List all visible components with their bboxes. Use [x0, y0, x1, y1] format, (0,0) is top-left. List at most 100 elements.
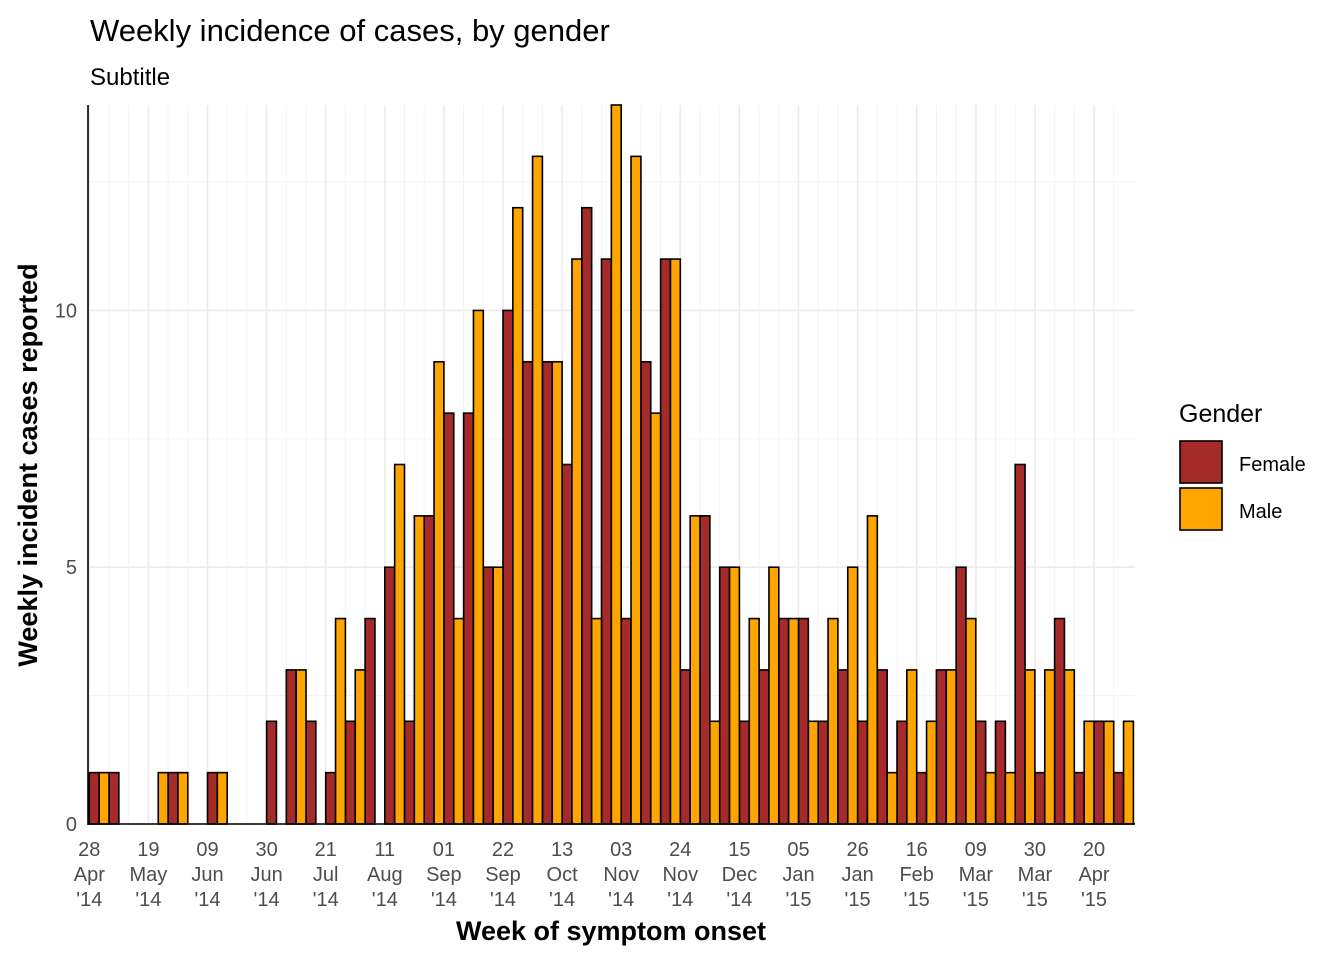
- bar-male-2014-10-27: [610, 104, 622, 825]
- bar-female-2015-01-19: [837, 669, 849, 825]
- bar-female-2015-01-05: [797, 617, 810, 825]
- bar-female-2014-10-13: [561, 463, 573, 825]
- bar-female-2015-04-13: [1073, 771, 1085, 825]
- bar-female-2014-08-11: [383, 566, 396, 825]
- bar-male-2014-04-28: [98, 771, 110, 825]
- bar-female-2015-03-30: [1034, 771, 1046, 825]
- bar-male-2015-04-13: [1083, 720, 1095, 825]
- bar-male-2014-09-29: [531, 155, 544, 825]
- legend: Gender Female Male: [1179, 400, 1306, 531]
- x-tick-label: 20 Apr '15: [1078, 839, 1109, 911]
- bar-female-2014-10-27: [600, 258, 613, 825]
- bar-female-2015-02-09: [896, 720, 908, 825]
- bar-male-2014-12-15: [748, 617, 760, 825]
- bar-female-2015-02-02: [876, 669, 888, 825]
- bar-male-2015-04-06: [1063, 669, 1076, 825]
- bar-female-2015-01-26: [856, 720, 869, 825]
- bar-male-2014-11-17: [669, 258, 682, 825]
- bar-male-2014-09-22: [512, 206, 524, 825]
- bar-female-2014-09-22: [502, 309, 514, 825]
- bar-male-2015-02-16: [925, 720, 938, 825]
- bar-male-2014-07-28: [354, 669, 366, 825]
- legend-title: Gender: [1179, 400, 1262, 428]
- bar-male-2015-02-23: [945, 669, 957, 825]
- bar-male-2015-01-26: [866, 515, 879, 825]
- x-tick-label: 19 May '14: [130, 839, 168, 911]
- bar-male-2014-05-26: [177, 771, 189, 825]
- bar-male-2014-11-10: [649, 412, 662, 825]
- x-tick-label: 15 Dec '14: [722, 839, 758, 911]
- x-tick-label: 30 Jun '14: [250, 839, 282, 911]
- bar-male-2014-10-13: [571, 258, 583, 825]
- bar-female-2014-06-09: [206, 771, 219, 825]
- bar-male-2015-03-16: [1004, 771, 1016, 825]
- bar-female-2014-11-17: [659, 258, 672, 825]
- bar-male-2015-03-09: [984, 771, 997, 825]
- bar-female-2014-11-24: [679, 669, 691, 825]
- legend-label-male: Male: [1239, 501, 1282, 523]
- x-tick-labels: 28 Apr '14 19 May '14 09 Jun '14 30 Jun '14 21 Jul '14…: [74, 839, 1110, 911]
- x-tick-label: 26 Jan '15: [841, 839, 873, 911]
- x-tick-label: 03 Nov '14: [603, 839, 639, 911]
- bar-female-2015-02-23: [935, 669, 948, 825]
- bar-female-2015-03-16: [994, 720, 1007, 825]
- bar-female-2014-12-08: [718, 566, 731, 825]
- y-tick-label: 5: [66, 557, 77, 579]
- bar-female-2015-04-27: [1112, 771, 1125, 825]
- bar-female-2015-03-23: [1014, 463, 1026, 825]
- bar-female-2014-08-25: [423, 515, 435, 825]
- y-axis-title: Weekly incident cases reported: [13, 263, 43, 666]
- bar-female-2015-04-06: [1053, 617, 1066, 825]
- x-tick-label: 11 Aug '14: [367, 839, 403, 911]
- bar-female-2014-12-22: [758, 669, 770, 825]
- y-tick-label: 10: [55, 300, 77, 322]
- bar-male-2015-03-30: [1043, 669, 1056, 825]
- bar-female-2014-07-21: [324, 771, 337, 825]
- x-tick-label: 21 Jul '14: [313, 839, 339, 911]
- bar-male-2014-07-07: [295, 669, 307, 825]
- bar-female-2014-12-01: [699, 515, 711, 825]
- x-tick-label: 22 Sep '14: [485, 839, 521, 911]
- bar-female-2014-09-08: [462, 412, 475, 825]
- bar-female-2014-11-10: [640, 360, 652, 825]
- bar-male-2015-01-19: [846, 566, 859, 825]
- x-tick-label: 28 Apr '14: [74, 839, 105, 911]
- bar-female-2014-09-29: [521, 360, 534, 825]
- bar-female-2014-08-18: [403, 720, 416, 825]
- bar-male-2014-12-22: [768, 566, 780, 825]
- x-tick-label: 30 Mar '15: [1018, 839, 1053, 911]
- bars: [88, 104, 1135, 825]
- bar-male-2014-12-01: [709, 720, 721, 825]
- x-tick-label: 01 Sep '14: [426, 839, 462, 911]
- bar-male-2014-09-08: [472, 309, 485, 825]
- bar-female-2014-07-14: [305, 720, 317, 825]
- bar-female-2015-03-02: [955, 566, 967, 825]
- bar-female-2014-10-06: [541, 360, 554, 825]
- bar-female-2014-09-15: [482, 566, 494, 825]
- bar-male-2015-02-09: [906, 669, 918, 825]
- bar-male-2015-01-05: [807, 720, 819, 825]
- bar-female-2015-03-09: [974, 720, 987, 825]
- bar-female-2014-12-29: [777, 617, 790, 825]
- x-axis-title: Week of symptom onset: [456, 916, 766, 946]
- x-tick-label: 09 Jun '14: [191, 839, 223, 911]
- bar-male-2014-12-08: [728, 566, 741, 825]
- bar-female-2014-10-20: [580, 206, 593, 825]
- bar-female-2014-07-28: [344, 720, 357, 825]
- bar-female-2015-04-20: [1093, 720, 1105, 825]
- bar-female-2014-06-30: [265, 720, 278, 825]
- y-tick-label: 0: [66, 814, 77, 836]
- bar-female-2014-11-03: [620, 617, 632, 825]
- legend-key-male: [1179, 487, 1223, 531]
- bar-female-2014-09-01: [443, 412, 455, 825]
- bar-male-2014-06-09: [216, 771, 229, 825]
- bar-female-2014-08-04: [364, 617, 376, 825]
- x-tick-label: 16 Feb '15: [899, 839, 933, 911]
- bar-male-2015-02-02: [886, 771, 898, 825]
- y-tick-labels: 0 5 10: [55, 300, 77, 836]
- bar-male-2014-05-19: [157, 771, 169, 825]
- bar-male-2015-01-12: [827, 617, 839, 825]
- bar-male-2014-10-06: [551, 360, 563, 825]
